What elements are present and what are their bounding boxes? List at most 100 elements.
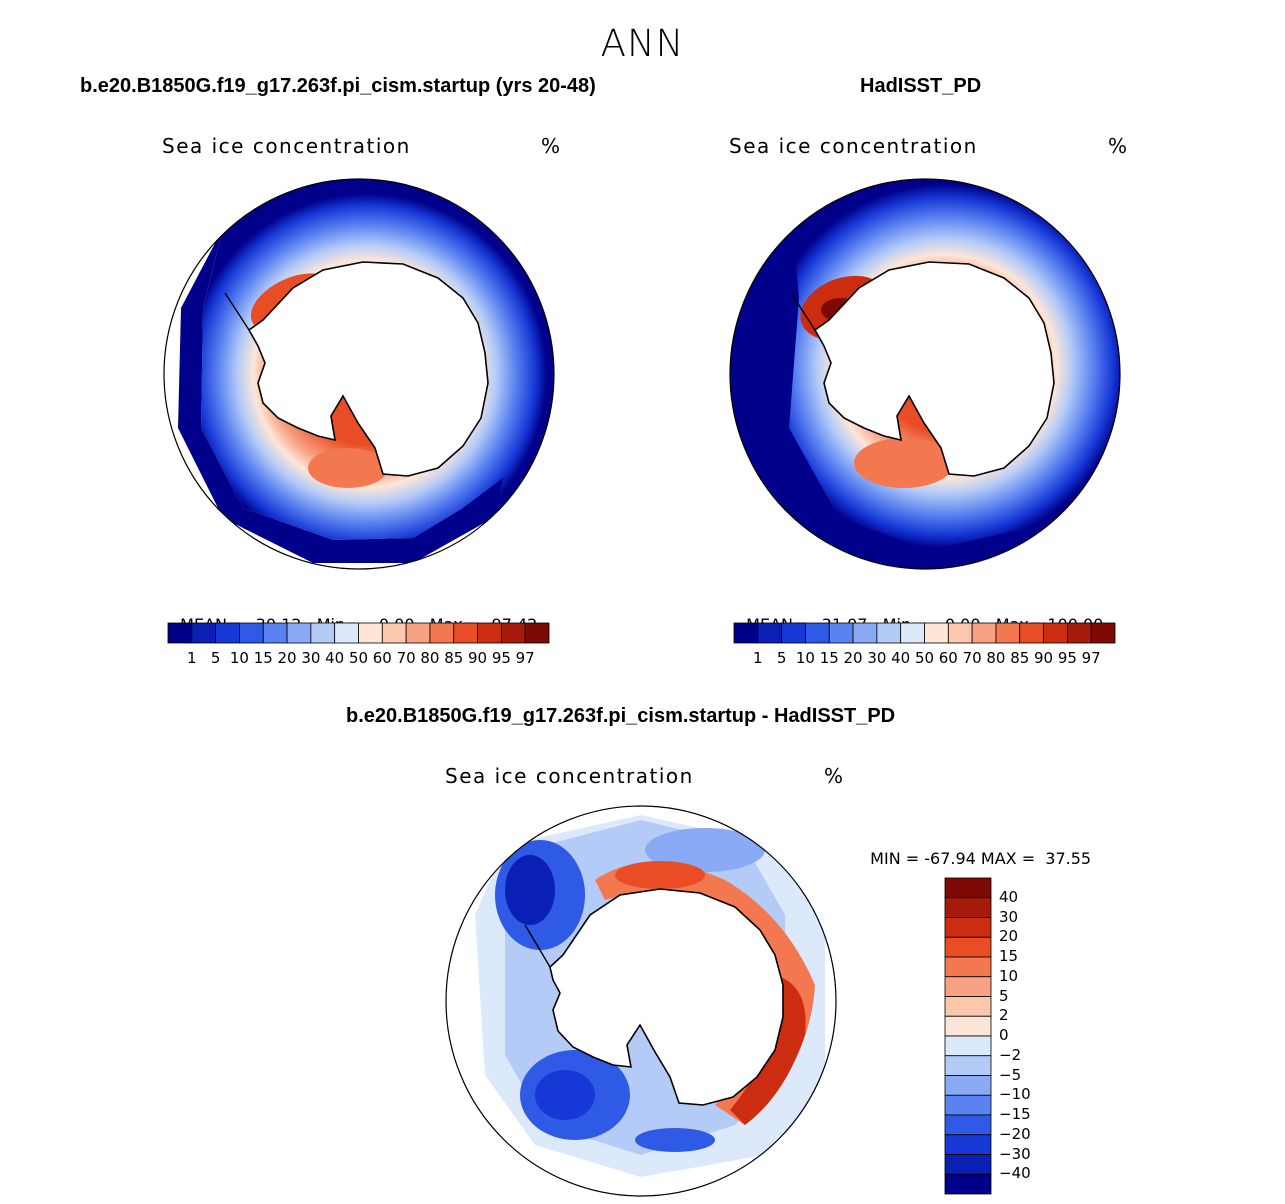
panel-2-units: %: [1108, 134, 1129, 158]
colorbar-tick-label: 50: [348, 649, 369, 667]
panel-1-variable: Sea ice concentration: [162, 134, 411, 158]
colorbar-swatch: [944, 1173, 992, 1195]
colorbar-swatch: [900, 622, 925, 644]
colorbar-tick-label: 20: [999, 927, 1019, 946]
colorbar-tick-label: 60: [372, 649, 392, 667]
panel-1-title: b.e20.B1850G.f19_g17.263f.pi_cism.startu…: [80, 75, 596, 97]
colorbar-swatch: [781, 622, 806, 644]
colorbar-tick-label: 30: [999, 907, 1019, 926]
panel-1-colorbar: [167, 622, 550, 644]
colorbar-tick-label: 0: [999, 1026, 1009, 1044]
panel-3-colorbar: [944, 877, 992, 1195]
colorbar-tick-label: 20: [843, 649, 863, 667]
colorbar-swatch: [944, 1094, 992, 1116]
colorbar-swatch: [757, 622, 783, 644]
colorbar-swatch: [524, 622, 550, 644]
colorbar-swatch: [1019, 622, 1044, 644]
colorbar-swatch: [500, 622, 526, 644]
colorbar-tick-label: 95: [491, 649, 511, 667]
panel-2-colorbar: [733, 622, 1116, 644]
colorbar-swatch: [191, 622, 217, 644]
colorbar-tick-label: 40: [891, 649, 911, 667]
colorbar-tick-label: −2: [999, 1045, 1022, 1064]
colorbar-swatch: [239, 622, 264, 644]
panel-3-variable: Sea ice concentration: [445, 764, 694, 788]
panel-1-map-border: [163, 178, 555, 570]
colorbar-tick-label: −20: [999, 1124, 1031, 1143]
colorbar-tick-label: 97: [1081, 649, 1101, 667]
colorbar-tick-label: 5: [776, 649, 787, 667]
panel-2-title: HadISST_PD: [860, 75, 982, 97]
colorbar-swatch: [286, 622, 312, 644]
colorbar-swatch: [310, 622, 336, 644]
colorbar-tick-label: 90: [1034, 649, 1054, 667]
colorbar-swatch: [944, 976, 992, 997]
colorbar-swatch: [947, 622, 973, 644]
colorbar-swatch: [876, 622, 902, 644]
colorbar-tick-label: 30: [867, 649, 887, 667]
colorbar-tick-label: −30: [999, 1144, 1031, 1163]
colorbar-tick-label: 5: [210, 649, 221, 667]
colorbar-swatch: [995, 622, 1021, 644]
colorbar-swatch: [334, 622, 359, 644]
colorbar-tick-label: 1: [753, 649, 763, 667]
antarctica-outline: [247, 261, 489, 477]
panel-1-map: [163, 178, 555, 570]
colorbar-swatch: [944, 996, 992, 1017]
colorbar-tick-label: 20: [277, 649, 297, 667]
colorbar-tick-label: 15: [819, 649, 839, 667]
colorbar-tick-label: 10: [795, 649, 815, 667]
colorbar-tick-label: 10: [999, 966, 1019, 985]
colorbar-tick-label: 85: [444, 649, 464, 667]
panel-3-title: b.e20.B1850G.f19_g17.263f.pi_cism.startu…: [346, 705, 896, 727]
colorbar-tick-label: −15: [999, 1105, 1031, 1123]
colorbar-swatch: [944, 1114, 992, 1136]
colorbar-tick-label: 85: [1010, 649, 1030, 667]
colorbar-swatch: [1066, 622, 1092, 644]
colorbar-tick-label: 5: [999, 986, 1009, 1005]
colorbar-tick-label: 95: [1057, 649, 1077, 667]
colorbar-tick-label: −5: [999, 1065, 1022, 1084]
colorbar-swatch: [944, 936, 992, 958]
colorbar-swatch: [944, 877, 992, 899]
colorbar-tick-label: −10: [999, 1085, 1031, 1104]
colorbar-tick-label: 10: [229, 649, 249, 667]
antarctica-outline: [549, 888, 784, 1106]
colorbar-tick-label: 70: [962, 649, 982, 667]
colorbar-swatch: [1043, 622, 1068, 644]
colorbar-tick-label: 2: [999, 1006, 1009, 1025]
colorbar-tick-label: 80: [420, 649, 440, 667]
panel-2-map-border: [729, 178, 1121, 570]
colorbar-swatch: [453, 622, 478, 644]
colorbar-swatch: [944, 1015, 992, 1037]
panel-2-map: [729, 178, 1121, 570]
colorbar-tick-label: 70: [396, 649, 416, 667]
panel-3-units: %: [824, 764, 845, 788]
colorbar-tick-label: 30: [301, 649, 321, 667]
antarctica-outline: [813, 261, 1055, 477]
colorbar-tick-label: −40: [999, 1164, 1031, 1183]
colorbar-tick-label: 40: [999, 887, 1019, 906]
colorbar-tick-label: 60: [938, 649, 958, 667]
colorbar-swatch: [944, 1075, 992, 1096]
colorbar-swatch: [944, 956, 992, 978]
colorbar-swatch: [733, 622, 759, 644]
colorbar-swatch: [215, 622, 240, 644]
colorbar-swatch: [971, 622, 997, 644]
colorbar-swatch: [828, 622, 854, 644]
panel-1-units: %: [541, 134, 562, 158]
colorbar-swatch: [429, 622, 455, 644]
colorbar-swatch: [1090, 622, 1116, 644]
main-title: ANN: [600, 22, 685, 65]
panel-3-map-border: [445, 805, 837, 1197]
colorbar-tick-label: 50: [914, 649, 935, 667]
colorbar-swatch: [944, 917, 992, 938]
colorbar-swatch: [944, 1035, 992, 1057]
panel-3-map: [445, 805, 837, 1197]
panel-3-stats: MIN = -67.94 MAX = 37.55: [870, 849, 1092, 868]
colorbar-tick-label: 40: [325, 649, 345, 667]
colorbar-tick-label: 97: [515, 649, 535, 667]
colorbar-swatch: [944, 897, 992, 918]
colorbar-tick-label: 15: [253, 649, 273, 667]
colorbar-tick-label: 90: [468, 649, 488, 667]
